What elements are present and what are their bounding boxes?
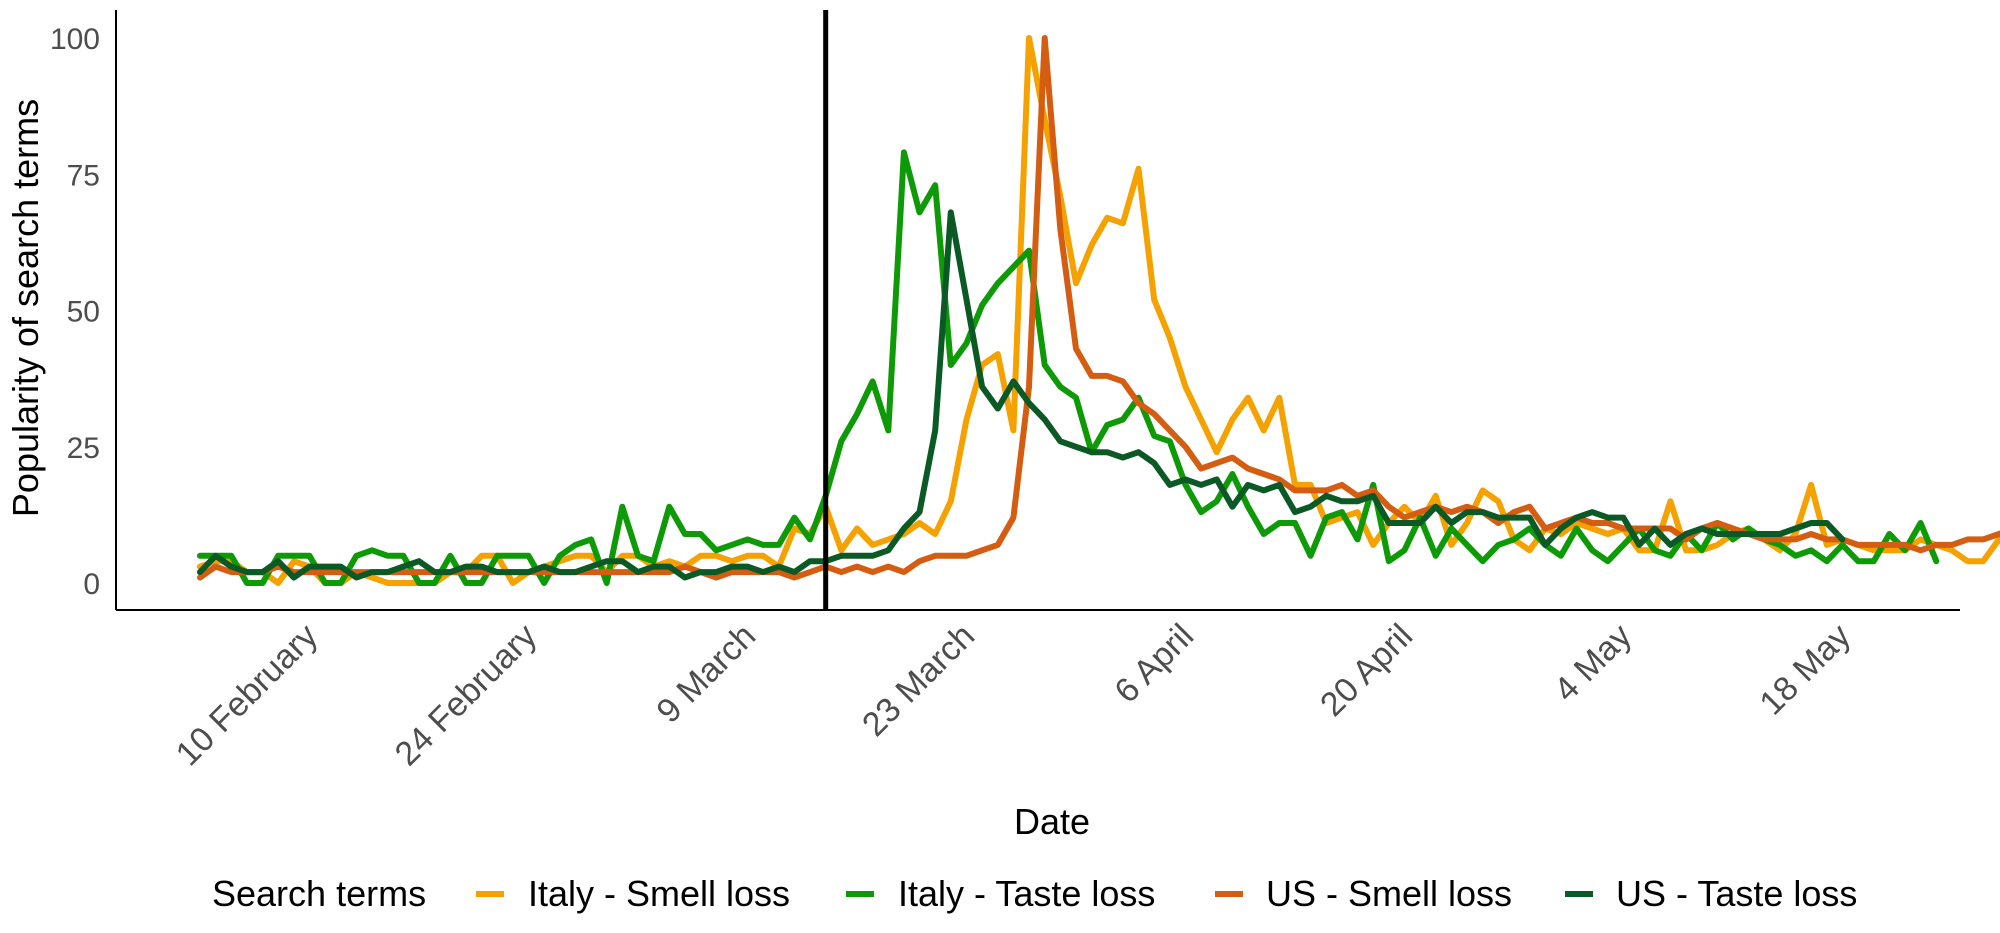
legend: Search terms Italy - Smell loss Italy - T… [212, 873, 1857, 914]
x-tick-label: 20 April [1313, 617, 1420, 724]
series-line-1 [197, 35, 2000, 586]
series-line-3 [197, 35, 2000, 581]
y-tick-label: 25 [67, 432, 100, 465]
series-lines [197, 35, 2000, 586]
legend-label-1: Italy - Smell loss [528, 873, 790, 914]
legend-label-2: Italy - Taste loss [898, 873, 1155, 914]
y-tick-label: 50 [67, 296, 100, 329]
x-ticks: 10 February 24 February 9 March 23 March 6 A… [169, 617, 1858, 774]
x-tick-label: 6 April [1107, 617, 1201, 711]
legend-title: Search terms [212, 873, 426, 914]
y-ticks: 0 25 50 75 100 [50, 23, 100, 601]
x-tick-label: 24 February [388, 617, 545, 774]
x-tick-label: 23 March [855, 617, 982, 744]
y-tick-label: 0 [83, 568, 100, 601]
y-tick-label: 100 [50, 23, 100, 56]
y-axis-title: Popularity of search terms [5, 99, 46, 517]
legend-label-3: US - Smell loss [1266, 873, 1512, 914]
x-tick-label: 10 February [169, 617, 326, 774]
axes [115, 10, 1960, 611]
x-axis-title: Date [1014, 801, 1090, 842]
y-tick-label: 75 [67, 159, 100, 192]
x-tick-label: 18 May [1752, 617, 1858, 723]
x-tick-label: 9 March [649, 617, 763, 731]
x-tick-label: 4 May [1547, 617, 1639, 709]
legend-label-4: US - Taste loss [1616, 873, 1857, 914]
series-line-4 [197, 209, 1846, 581]
